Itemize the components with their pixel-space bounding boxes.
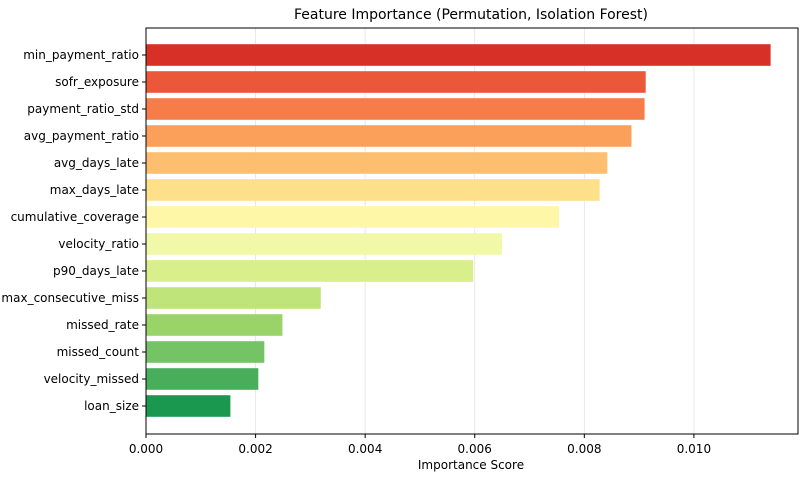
y-tick-label: missed_rate (66, 318, 139, 332)
bar-missed-rate (146, 314, 283, 336)
y-axis-ticks: min_payment_ratio sofr_exposure payment_ra… (1, 48, 146, 413)
y-tick-label: missed_count (57, 345, 140, 359)
x-axis-ticks: 0.000 0.002 0.004 0.006 0.008 0.010 (129, 434, 711, 456)
bar-sofr-exposure (146, 71, 646, 93)
y-tick-label: max_days_late (50, 183, 139, 197)
chart-title: Feature Importance (Permutation, Isolati… (294, 7, 648, 23)
x-tick-label: 0.004 (348, 442, 382, 456)
x-tick-label: 0.006 (458, 442, 492, 456)
bar-avg-payment-ratio (146, 125, 632, 147)
bars (146, 44, 771, 417)
bar-velocity-missed (146, 368, 259, 390)
bar-p90-days-late (146, 260, 474, 282)
y-tick-label: avg_payment_ratio (24, 129, 139, 143)
bar-missed-count (146, 341, 265, 363)
bar-max-consecutive-miss (146, 287, 321, 309)
x-tick-label: 0.000 (129, 442, 163, 456)
bar-cumulative-coverage (146, 206, 560, 228)
x-tick-label: 0.008 (567, 442, 601, 456)
bar-payment-ratio-std (146, 98, 645, 120)
y-tick-label: velocity_ratio (58, 237, 139, 251)
y-tick-label: max_consecutive_miss (1, 291, 139, 305)
y-tick-label: loan_size (84, 399, 139, 413)
x-tick-label: 0.002 (238, 442, 272, 456)
x-axis-label: Importance Score (418, 458, 524, 472)
bar-max-days-late (146, 179, 600, 201)
y-tick-label: payment_ratio_std (27, 102, 139, 116)
y-tick-label: sofr_exposure (55, 75, 139, 89)
plot-frame (145, 27, 799, 435)
y-tick-label: velocity_missed (44, 372, 139, 386)
bar-min-payment-ratio (146, 44, 771, 66)
y-tick-label: p90_days_late (53, 264, 139, 278)
bar-velocity-ratio (146, 233, 503, 255)
y-tick-label: min_payment_ratio (23, 48, 139, 62)
bar-loan-size (146, 395, 231, 417)
x-tick-label: 0.010 (677, 442, 711, 456)
y-tick-label: cumulative_coverage (11, 210, 139, 224)
bar-avg-days-late (146, 152, 608, 174)
y-tick-label: avg_days_late (54, 156, 139, 170)
